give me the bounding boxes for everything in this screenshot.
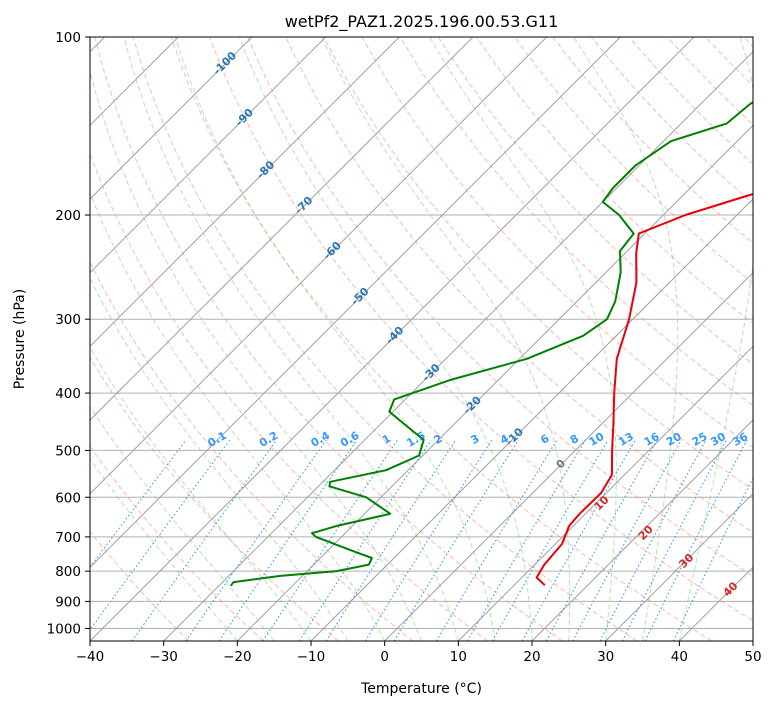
mixing-ratio-line	[491, 439, 609, 641]
mixing-ratio-line	[131, 439, 278, 641]
isotherm-line	[90, 37, 695, 641]
y-tick-label: 900	[55, 594, 81, 610]
isotherm-line	[90, 37, 621, 569]
mixing-ratio-line	[90, 439, 231, 631]
y-tick-label: 200	[55, 208, 81, 224]
isotherm-line	[384, 271, 753, 641]
isotherm-line	[236, 124, 753, 641]
mixing-ratio-line	[262, 439, 399, 641]
isotherm-line	[605, 492, 753, 641]
x-tick-label: −40	[76, 649, 105, 665]
dry-adiabat	[90, 152, 488, 641]
dry-adiabat	[90, 260, 414, 641]
moist-adiabat	[678, 37, 753, 641]
dry-adiabat	[90, 530, 190, 641]
dry-adiabat	[399, 37, 753, 406]
mixing-ratio-line	[218, 439, 358, 641]
x-tick-label: −10	[297, 649, 326, 665]
dry-adiabat	[170, 37, 712, 641]
dry-adiabat	[132, 37, 638, 641]
mixing-ratio-line	[467, 439, 586, 641]
x-tick-label: −20	[223, 649, 252, 665]
mixing-ratio-line	[621, 439, 727, 641]
isotherm-line	[531, 419, 753, 641]
axes: −40 −30 −20 −10 0 10 20 30 40 50 1000 900 800 700 600 5…	[47, 30, 762, 665]
moist-adiabat	[238, 37, 533, 641]
y-axis-label: Pressure (hPa)	[12, 289, 28, 389]
moist-adiabat	[573, 37, 679, 641]
y-tick-label: 600	[55, 490, 81, 506]
moist-adiabat	[429, 37, 617, 641]
moist-adiabat	[90, 69, 422, 641]
isotherm-line	[457, 345, 753, 641]
dry-adiabat	[209, 37, 753, 622]
dry-adiabat	[476, 37, 753, 325]
y-tick-label: 100	[55, 30, 81, 46]
x-tick-label: −30	[149, 649, 178, 665]
mixing-ratio-line	[672, 476, 753, 641]
dry-adiabat	[94, 37, 563, 641]
mixing-ratio-line	[599, 439, 707, 641]
x-tick-label: 30	[597, 649, 614, 665]
x-tick-label: 10	[450, 649, 467, 665]
isotherm-line	[90, 37, 474, 421]
y-tick-label: 500	[55, 443, 81, 459]
moist-adiabat	[321, 37, 571, 641]
dry-adiabat	[437, 37, 753, 365]
plot-frame	[89, 36, 754, 642]
isotherm-line	[90, 37, 400, 348]
isotherm-line	[90, 37, 327, 274]
x-tick-label: 0	[380, 649, 389, 665]
isotherm-line	[310, 198, 753, 641]
mixing-ratio-line	[298, 439, 432, 641]
dry-adiabat	[285, 37, 753, 534]
x-axis-label: Temperature (°C)	[360, 681, 482, 697]
x-tick-label: 50	[744, 649, 761, 665]
temperature-profile-line	[535, 192, 753, 586]
moist-adiabat	[90, 405, 275, 641]
isotherm-line	[90, 37, 548, 495]
moist-adiabat	[123, 37, 459, 641]
moist-adiabat	[174, 37, 496, 641]
mixing-ratio-line	[185, 439, 327, 641]
mixing-ratio-line	[644, 439, 748, 641]
moist-adiabat	[90, 277, 349, 641]
mixing-ratio-line	[393, 439, 519, 641]
y-tick-label: 700	[55, 530, 81, 546]
mixing-ratio-line	[435, 439, 558, 641]
isotherm-line	[163, 50, 753, 641]
y-tick-label: 400	[55, 386, 81, 402]
y-tick-label: 800	[55, 564, 81, 580]
y-tick-label: 300	[55, 312, 81, 328]
dry-adiabat	[552, 37, 753, 244]
moist-adiabat	[90, 191, 386, 641]
y-tick-label: 1000	[47, 621, 81, 637]
x-tick-label: 40	[671, 649, 688, 665]
plot-area: -100-90-80-70-60-50-40-30-20-1000.1 0.2 0.…	[90, 37, 753, 641]
dry-adiabat	[323, 37, 753, 491]
x-tick-label: 20	[523, 649, 540, 665]
dry-adiabat	[247, 37, 753, 577]
mixing-ratio-line	[521, 439, 636, 641]
dewpoint-profile-line	[230, 100, 753, 587]
chart-title: wetPf2_PAZ1.2025.196.00.53.G11	[285, 12, 559, 32]
moist-adiabat	[90, 458, 238, 641]
isotherm-line	[90, 37, 253, 200]
